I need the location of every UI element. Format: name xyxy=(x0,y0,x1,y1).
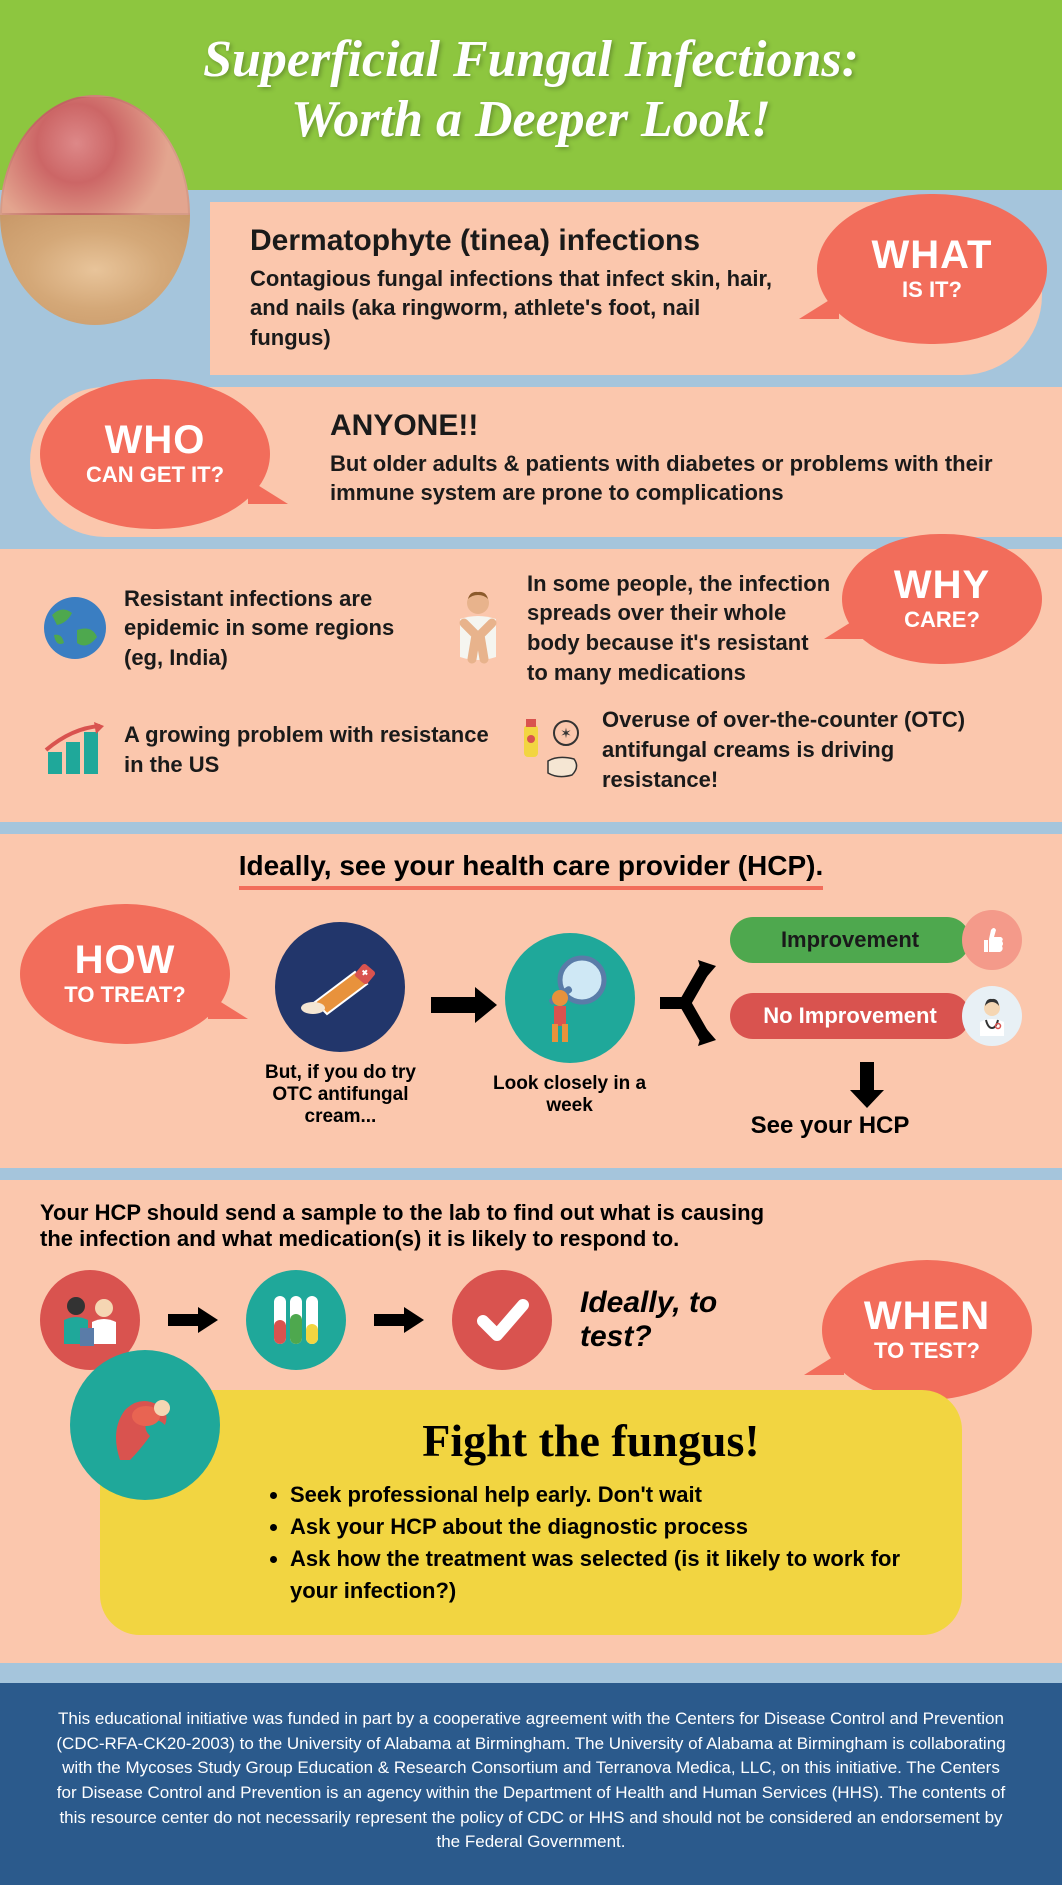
test-tubes-icon xyxy=(246,1270,346,1370)
what-bubble: WHAT IS IT? xyxy=(817,194,1047,344)
cta-item: Seek professional help early. Don't wait xyxy=(290,1479,922,1511)
thumbs-up-icon xyxy=(962,910,1022,970)
arrow-down-icon xyxy=(860,1062,874,1092)
who-bubble: WHO CAN GET IT? xyxy=(40,379,270,529)
bubble-main: WHAT xyxy=(872,235,993,275)
footer-disclaimer: This educational initiative was funded i… xyxy=(0,1683,1062,1885)
why-item-text: Overuse of over-the-counter (OTC) antifu… xyxy=(602,705,982,794)
globe-icon xyxy=(40,595,110,661)
bubble-main: WHEN xyxy=(864,1296,990,1336)
why-item-text: Resistant infections are epidemic in som… xyxy=(124,584,429,673)
bubble-sub: CARE? xyxy=(904,607,980,633)
how-header: Ideally, see your health care provider (… xyxy=(239,850,824,890)
cta-title: Fight the fungus! xyxy=(260,1414,922,1467)
why-row2: A growing problem with resistance in the… xyxy=(40,705,1022,794)
flow-step2: Look closely in a week xyxy=(489,933,650,1117)
flow-step1: But, if you do try OTC antifungal cream.… xyxy=(260,922,421,1128)
nail-fungus-photo-icon xyxy=(0,215,190,325)
what-heading: Dermatophyte (tinea) infections xyxy=(250,224,782,258)
improvement-pill: Improvement xyxy=(730,917,970,963)
section-when: WHEN TO TEST? Your HCP should send a sam… xyxy=(0,1180,1062,1663)
step1-caption: But, if you do try OTC antifungal cream.… xyxy=(260,1062,421,1128)
section-what: WHAT IS IT? Dermatophyte (tinea) infecti… xyxy=(210,202,1042,375)
checkmark-icon xyxy=(452,1270,552,1370)
person-icon xyxy=(443,589,513,667)
who-heading: ANYONE!! xyxy=(330,409,1012,443)
flex-arm-icon xyxy=(70,1350,220,1500)
bubble-main: WHY xyxy=(894,565,990,605)
when-bubble: WHEN TO TEST? xyxy=(822,1260,1032,1400)
bubble-main: HOW xyxy=(75,940,176,980)
section-why: WHY CARE? Resistant infections are epide… xyxy=(0,549,1062,823)
cta-item: Ask how the treatment was selected (is i… xyxy=(290,1543,922,1607)
title-line2: Worth a Deeper Look! xyxy=(291,91,771,148)
title-line1: Superficial Fungal Infections: xyxy=(203,31,859,88)
arrow-right-icon xyxy=(168,1305,218,1335)
section-who: WHO CAN GET IT? ANYONE!! But older adult… xyxy=(30,387,1062,537)
how-bubble: HOW TO TREAT? xyxy=(20,904,230,1044)
ideally-caption: Ideally, to test? xyxy=(580,1286,730,1354)
no-improvement-pill: No Improvement xyxy=(730,993,970,1039)
cta-box: Fight the fungus! Seek professional help… xyxy=(100,1390,962,1635)
see-hcp-caption: See your HCP xyxy=(730,1112,930,1140)
ringworm-photo-icon xyxy=(0,95,190,215)
magnifier-person-icon xyxy=(505,933,635,1063)
section-how: Ideally, see your health care provider (… xyxy=(0,834,1062,1168)
bubble-main: WHO xyxy=(105,420,206,460)
why-item-text: A growing problem with resistance in the… xyxy=(124,720,504,779)
clinical-photos xyxy=(0,95,200,315)
who-body: But older adults & patients with diabete… xyxy=(330,449,1012,508)
svg-text:✶: ✶ xyxy=(560,727,572,742)
cta-item: Ask your HCP about the diagnostic proces… xyxy=(290,1511,922,1543)
cta-list: Seek professional help early. Don't wait… xyxy=(260,1479,922,1607)
growth-chart-icon xyxy=(40,722,110,778)
infographic-page: Superficial Fungal Infections: Worth a D… xyxy=(0,0,1062,1885)
step2-caption: Look closely in a week xyxy=(489,1073,650,1117)
why-item-text: In some people, the infection spreads ov… xyxy=(527,569,832,688)
when-top-text: Your HCP should send a sample to the lab… xyxy=(40,1200,1022,1252)
doctor-icon xyxy=(962,986,1022,1046)
bubble-sub: CAN GET IT? xyxy=(86,462,224,488)
arrow-right-icon xyxy=(374,1305,424,1335)
what-body: Contagious fungal infections that infect… xyxy=(250,264,782,353)
cream-tube-icon xyxy=(275,922,405,1052)
arrow-right-icon xyxy=(431,997,479,1013)
bubble-sub: TO TREAT? xyxy=(64,982,185,1008)
why-bubble: WHY CARE? xyxy=(842,534,1042,664)
split-arrow-icon xyxy=(660,948,720,1063)
bubble-sub: IS IT? xyxy=(902,277,962,303)
outcome-column: Improvement No Improvement See your HCP xyxy=(730,910,1022,1140)
cream-foot-icon: ✶ xyxy=(518,719,588,781)
bubble-sub: TO TEST? xyxy=(874,1338,980,1364)
